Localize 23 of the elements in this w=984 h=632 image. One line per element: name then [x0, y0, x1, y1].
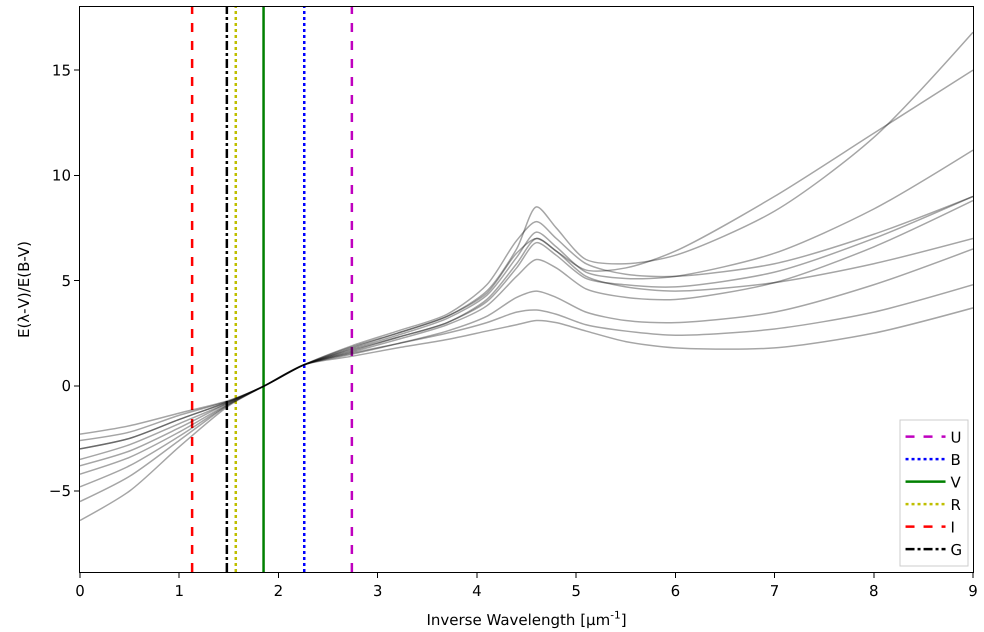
- legend-label: U: [950, 428, 962, 446]
- x-tick-label: 5: [571, 582, 581, 600]
- x-tick-label: 8: [869, 582, 879, 600]
- y-tick-label: 0: [61, 377, 71, 396]
- y-tick-label: 5: [61, 272, 71, 290]
- y-tick-label: −5: [48, 482, 71, 500]
- x-tick-label: 4: [472, 582, 482, 600]
- y-tick-label: 15: [52, 61, 71, 80]
- legend-label: G: [950, 540, 962, 559]
- x-tick-label: 6: [670, 582, 680, 600]
- legend-label: I: [950, 518, 955, 536]
- x-tick-label: 1: [174, 582, 184, 600]
- legend-label: V: [950, 473, 962, 492]
- x-axis-title: Inverse Wavelength [μm$^{-1}$]: [426, 610, 627, 629]
- x-tick-label: 3: [372, 582, 382, 600]
- y-tick-label: 10: [52, 166, 71, 185]
- x-tick-label: 9: [968, 582, 978, 600]
- x-tick-label: 0: [75, 582, 85, 600]
- legend-label: R: [950, 496, 961, 514]
- x-tick-label: 2: [274, 582, 284, 600]
- legend-label: B: [950, 450, 961, 469]
- y-axis-title: E(λ-V)/E(B-V): [15, 240, 34, 338]
- x-tick-label: 7: [770, 582, 780, 600]
